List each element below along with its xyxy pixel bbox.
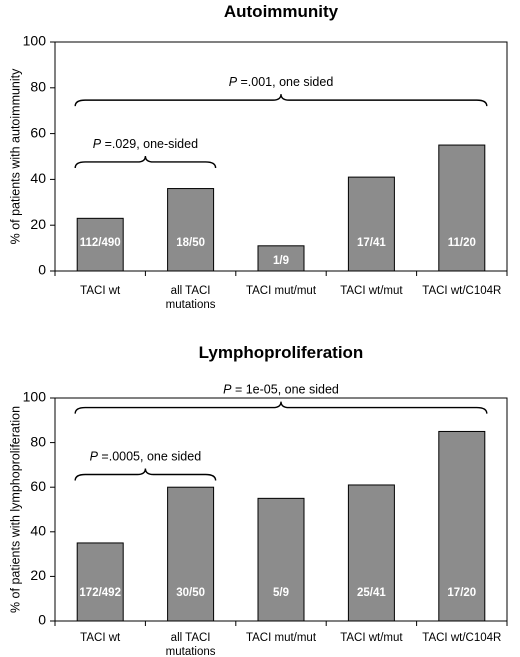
significance-brace bbox=[74, 468, 217, 481]
y-tick-label: 80 bbox=[30, 79, 46, 95]
y-tick-label: 0 bbox=[38, 612, 46, 628]
bar bbox=[257, 497, 305, 622]
y-tick-label: 80 bbox=[30, 433, 46, 449]
bar-label: 1/9 bbox=[273, 255, 289, 267]
significance-annotation: P =.0005, one sided bbox=[90, 450, 202, 464]
bar bbox=[347, 484, 395, 622]
y-tick-label: 60 bbox=[30, 124, 46, 140]
lymphoproliferation-chart: Lymphoproliferation % of patients with l… bbox=[8, 343, 508, 657]
y-tick-label: 40 bbox=[30, 523, 46, 539]
x-tick-label: all TACI bbox=[171, 285, 211, 297]
x-tick-label: mutations bbox=[166, 646, 216, 657]
y-axis-label: % of patients with lymphoproliferation bbox=[8, 406, 22, 613]
x-tick-label: TACI mut/mut bbox=[246, 632, 317, 644]
chart-title: Autoimmunity bbox=[224, 2, 339, 21]
y-tick-label: 20 bbox=[30, 216, 46, 232]
x-tick-label: TACI wt/mut bbox=[340, 285, 403, 297]
significance-annotation: P =.029, one-sided bbox=[93, 137, 198, 151]
bar bbox=[76, 542, 124, 622]
significance-brace bbox=[74, 401, 488, 414]
bar bbox=[438, 430, 486, 622]
bar bbox=[257, 245, 305, 272]
bar-label: 30/50 bbox=[176, 587, 205, 599]
autoimmunity-chart: Autoimmunity % of patients with autoimmu… bbox=[8, 2, 508, 311]
bar bbox=[438, 144, 486, 272]
bar bbox=[76, 217, 124, 272]
x-tick-label: TACI wt/C104R bbox=[422, 632, 501, 644]
significance-annotation: P = 1e-05, one sided bbox=[223, 383, 339, 397]
bar-label: 17/20 bbox=[447, 587, 476, 599]
y-tick-label: 100 bbox=[23, 389, 47, 405]
x-tick-label: mutations bbox=[166, 299, 216, 311]
y-axis-label: % of patients with autoimmunity bbox=[8, 68, 22, 245]
bar-label: 17/41 bbox=[357, 237, 386, 249]
bar-label: 18/50 bbox=[176, 237, 205, 249]
y-tick-label: 100 bbox=[23, 33, 47, 49]
bar-label: 112/490 bbox=[80, 237, 121, 249]
bar-label: 172/492 bbox=[79, 587, 121, 599]
bar-label: 11/20 bbox=[448, 237, 476, 249]
x-tick-label: TACI wt/C104R bbox=[422, 285, 501, 297]
bar bbox=[347, 176, 395, 272]
bar bbox=[167, 486, 215, 622]
y-tick-label: 0 bbox=[38, 262, 46, 278]
significance-annotation: P =.001, one sided bbox=[229, 75, 334, 89]
y-tick-label: 20 bbox=[30, 567, 46, 583]
x-tick-label: TACI wt bbox=[80, 285, 121, 297]
significance-brace bbox=[74, 155, 217, 169]
x-tick-label: TACI wt/mut bbox=[340, 632, 403, 644]
bar-label: 25/41 bbox=[357, 587, 386, 599]
x-tick-label: TACI wt bbox=[80, 632, 121, 644]
x-tick-label: TACI mut/mut bbox=[246, 285, 317, 297]
y-tick-label: 60 bbox=[30, 478, 46, 494]
bar bbox=[167, 188, 215, 272]
x-tick-label: all TACI bbox=[171, 632, 211, 644]
significance-brace bbox=[74, 94, 488, 107]
chart-title: Lymphoproliferation bbox=[199, 343, 364, 362]
y-tick-label: 40 bbox=[30, 170, 46, 186]
bar-label: 5/9 bbox=[273, 587, 289, 599]
